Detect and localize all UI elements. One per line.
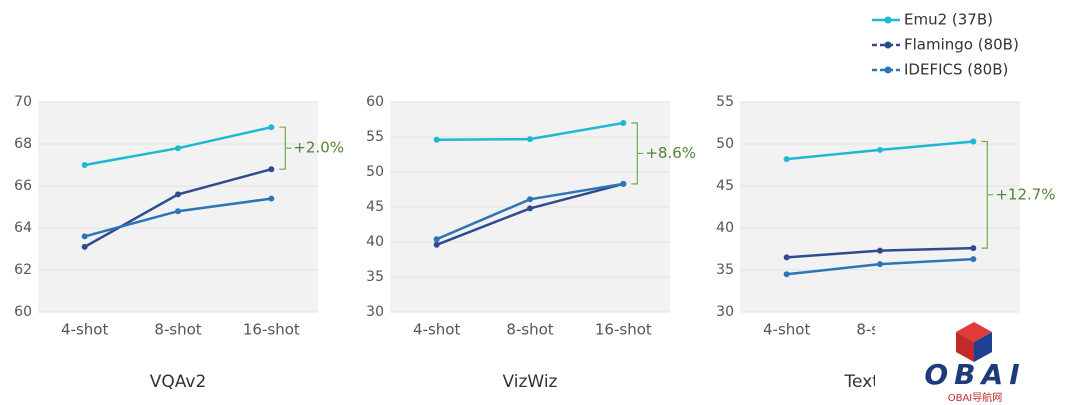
y-tick-label: 45 xyxy=(366,199,384,215)
data-point xyxy=(175,191,181,198)
data-point xyxy=(877,247,883,254)
x-tick-label: 8-shot xyxy=(506,321,553,339)
data-point xyxy=(81,243,88,250)
data-point xyxy=(175,208,181,215)
y-tick-label: 60 xyxy=(366,94,384,110)
x-tick-label: 4-shot xyxy=(763,321,810,339)
y-tick-label: 55 xyxy=(716,94,734,110)
bracket xyxy=(631,122,644,185)
y-tick-label: 30 xyxy=(716,304,734,320)
legend-label: Emu2 (37B) xyxy=(904,11,993,29)
data-point xyxy=(81,233,88,240)
data-point xyxy=(877,146,883,153)
y-tick-label: 40 xyxy=(716,220,734,236)
data-point xyxy=(783,254,790,261)
y-tick-label: 55 xyxy=(366,129,384,145)
data-point xyxy=(268,166,275,173)
y-tick-label: 30 xyxy=(366,304,384,320)
y-tick-label: 68 xyxy=(14,136,32,152)
data-point xyxy=(527,136,533,143)
y-tick-label: 60 xyxy=(14,304,32,320)
x-tick-label: 4-shot xyxy=(61,321,108,339)
y-tick-label: 64 xyxy=(14,220,32,236)
y-tick-label: 40 xyxy=(366,234,384,250)
data-point xyxy=(877,261,883,268)
data-point xyxy=(527,196,533,203)
bracket xyxy=(279,126,292,170)
watermark-logo: OBAI xyxy=(924,358,1025,391)
data-point xyxy=(433,136,440,143)
legend-marker xyxy=(884,66,892,74)
data-point xyxy=(527,205,533,212)
legend-label: Flamingo (80B) xyxy=(904,36,1019,54)
data-point xyxy=(81,162,88,168)
data-point xyxy=(620,180,627,187)
y-tick-label: 70 xyxy=(14,94,32,110)
y-tick-label: 50 xyxy=(366,164,384,180)
legend-marker xyxy=(884,41,892,49)
y-tick-label: 66 xyxy=(14,178,32,194)
annotation: +12.7% xyxy=(995,185,1055,203)
watermark-caption: OBAI导航网 xyxy=(948,391,1003,404)
x-tick-label: 16-shot xyxy=(243,321,300,339)
data-point xyxy=(175,145,181,152)
logo-cube xyxy=(974,332,992,362)
data-point xyxy=(620,120,627,126)
plot-area xyxy=(740,102,1020,312)
data-point xyxy=(268,195,275,202)
y-tick-label: 62 xyxy=(14,262,32,278)
x-tick-label: 16-shot xyxy=(595,321,652,339)
data-point xyxy=(970,256,977,263)
y-tick-label: 35 xyxy=(366,269,384,285)
data-point xyxy=(268,124,275,131)
x-tick-label: 8-shot xyxy=(154,321,201,339)
data-point xyxy=(970,138,977,145)
plot-area xyxy=(38,102,318,312)
y-tick-label: 35 xyxy=(716,262,734,278)
data-point xyxy=(433,236,440,243)
chart-title: VizWiz xyxy=(503,372,558,392)
bracket xyxy=(981,140,994,249)
logo-cube xyxy=(956,332,974,362)
y-tick-label: 45 xyxy=(716,178,734,194)
annotation: +2.0% xyxy=(293,139,344,157)
annotation: +8.6% xyxy=(645,144,696,162)
y-tick-label: 50 xyxy=(716,136,734,152)
legend-marker xyxy=(884,16,892,24)
data-point xyxy=(783,271,790,278)
data-point xyxy=(783,156,790,163)
chart-title: VQAv2 xyxy=(150,372,207,392)
legend-label: IDEFICS (80B) xyxy=(904,61,1008,79)
data-point xyxy=(970,245,977,252)
x-tick-label: 4-shot xyxy=(413,321,460,339)
data-point xyxy=(433,241,440,248)
